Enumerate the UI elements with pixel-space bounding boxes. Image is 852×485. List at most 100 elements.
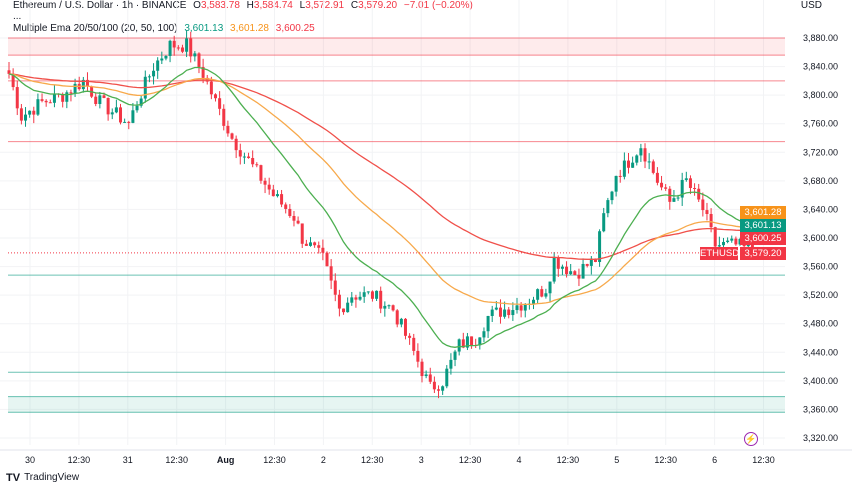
x-tick-label: 12:30 [68, 455, 91, 465]
tradingview-logo[interactable]: TV TradingView [6, 472, 80, 484]
ema20-line [8, 66, 757, 348]
candle-body [259, 165, 263, 181]
x-tick-label: 12:30 [752, 455, 775, 465]
candle-body [416, 350, 420, 362]
indicator-legend[interactable]: Multiple Ema 20/50/100 (20, 50, 100) 3,6… [13, 23, 319, 34]
candle-body [457, 339, 461, 352]
candle-body [536, 289, 540, 300]
candle-body [486, 315, 490, 332]
candle-body [403, 318, 407, 336]
candle-body [445, 368, 449, 387]
candle-body [44, 100, 48, 103]
candle-body [701, 199, 705, 211]
candle-body [705, 210, 709, 214]
candle-body [490, 309, 494, 316]
candle-body [127, 121, 131, 123]
candle-body [631, 162, 635, 168]
candle-body [693, 188, 697, 190]
indicator-title: Multiple Ema 20/50/100 (20, 50, 100) [13, 23, 178, 34]
candle-body [139, 98, 143, 106]
candle-body [441, 386, 445, 391]
candle-body [7, 70, 11, 74]
candle-body [734, 238, 738, 245]
candle-body [370, 291, 374, 299]
candle-body [28, 110, 32, 115]
candle-body [280, 194, 284, 205]
candle-body [602, 213, 606, 232]
candle-body [73, 83, 77, 94]
candle-body [544, 293, 548, 297]
candle-body [308, 242, 312, 246]
open-value: 3,583.78 [200, 0, 240, 11]
candle-body [214, 94, 217, 99]
symbol-title[interactable]: Ethereum / U.S. Dollar · 1h · BINANCE [13, 0, 187, 11]
candle-body [226, 125, 230, 134]
candle-body [36, 99, 40, 115]
candle-body [672, 198, 676, 202]
candle-body [424, 374, 428, 377]
candle-body [354, 297, 358, 300]
y-tick-label: 3,440.00 [803, 347, 838, 357]
x-tick-label: 5 [614, 455, 619, 465]
candle-body [251, 158, 255, 165]
y-tick-label: 3,800.00 [803, 90, 838, 100]
x-tick-label: 31 [123, 455, 133, 465]
candle-body [119, 107, 123, 123]
more-button[interactable]: ... [13, 11, 22, 22]
candle-body [643, 148, 647, 162]
candle-body [507, 309, 511, 316]
candle-body [48, 102, 52, 104]
candle-body [577, 275, 581, 279]
y-tick-label: 3,400.00 [803, 376, 838, 386]
candle-body [585, 263, 589, 266]
price-chart[interactable]: 3,880.00 3,840.00 3,800.00 3,760.00 3,720.00… [0, 0, 852, 470]
lightning-icon[interactable]: ⚡ [744, 432, 758, 446]
y-tick-label: 3,640.00 [803, 204, 838, 214]
change-value: −7.01 (−0.20%) [403, 0, 473, 11]
candle-body [325, 252, 329, 267]
low-value: 3,572.91 [305, 0, 345, 11]
candle-body [680, 179, 684, 198]
candle-body [581, 263, 585, 279]
candle-body [342, 308, 346, 313]
candle-body [523, 304, 527, 311]
y-tick-label: 3,520.00 [803, 290, 838, 300]
candle-body [304, 243, 308, 246]
y-tick-label: 3,600.00 [803, 233, 838, 243]
candle-body [362, 292, 366, 297]
ema100-line [8, 73, 757, 260]
candle-body [618, 175, 622, 177]
candle-body [503, 309, 507, 317]
candle-body [337, 294, 341, 309]
candle-body [85, 79, 89, 87]
y-tick-label: 3,840.00 [803, 62, 838, 72]
x-tick-label: 12:30 [361, 455, 384, 465]
candle-body [375, 290, 379, 299]
candle-body [420, 361, 424, 377]
candle-body [730, 238, 734, 241]
candle-body [156, 60, 160, 71]
y-tick-label: 3,320.00 [803, 433, 838, 443]
x-tick-label: 12:30 [557, 455, 580, 465]
candle-body [275, 194, 279, 197]
y-tick-label: 3,760.00 [803, 119, 838, 129]
candle-body [593, 258, 597, 262]
candle-body [255, 164, 259, 166]
candle-body [218, 98, 222, 109]
y-tick-label: 3,880.00 [803, 33, 838, 43]
candle-body [263, 180, 267, 185]
close-value: 3,579.20 [358, 0, 398, 11]
candle-body [412, 337, 416, 351]
candle-body [81, 79, 85, 90]
candle-body [193, 53, 197, 57]
candle-body [24, 114, 28, 121]
x-tick-label: 12:30 [459, 455, 482, 465]
candle-body [94, 96, 98, 104]
candle-body [242, 156, 246, 158]
candle-body [346, 302, 350, 313]
x-tick-label: 12:30 [165, 455, 188, 465]
x-tick-label: 12:30 [654, 455, 677, 465]
candle-body [358, 296, 362, 300]
symbol-header: Ethereum / U.S. Dollar · 1h · BINANCE O3… [13, 0, 473, 11]
candle-body [383, 305, 387, 309]
